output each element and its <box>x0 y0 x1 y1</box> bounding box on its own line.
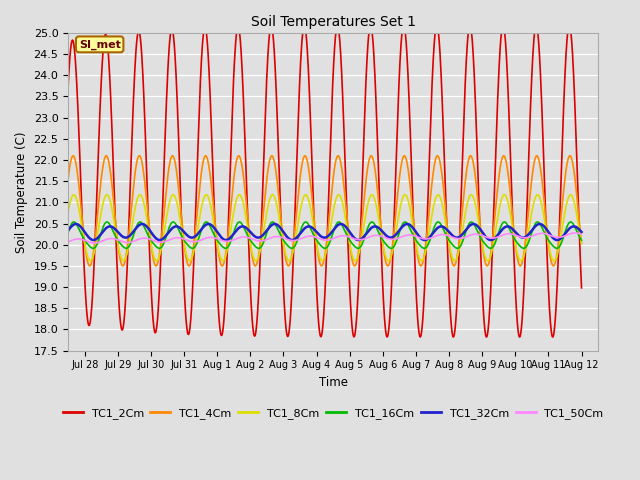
TC1_50Cm <box>303 234 310 240</box>
TC1_4Cm <box>268 153 276 159</box>
TC1_4Cm <box>293 204 301 210</box>
TC1_50Cm <box>58 240 65 246</box>
TC1_8Cm <box>442 221 450 227</box>
Text: SI_met: SI_met <box>79 39 120 49</box>
TC1_32Cm <box>222 237 230 243</box>
TC1_2Cm <box>578 285 586 291</box>
TC1_50Cm <box>519 235 527 240</box>
Title: Soil Temperatures Set 1: Soil Temperatures Set 1 <box>251 15 415 29</box>
TC1_32Cm <box>303 224 310 230</box>
Line: TC1_32Cm: TC1_32Cm <box>52 224 582 240</box>
Legend: TC1_2Cm, TC1_4Cm, TC1_8Cm, TC1_16Cm, TC1_32Cm, TC1_50Cm: TC1_2Cm, TC1_4Cm, TC1_8Cm, TC1_16Cm, TC1… <box>58 404 608 424</box>
Line: TC1_4Cm: TC1_4Cm <box>52 156 582 266</box>
TC1_4Cm <box>572 179 579 185</box>
TC1_16Cm <box>520 245 527 251</box>
TC1_4Cm <box>252 263 259 269</box>
TC1_50Cm <box>131 238 139 244</box>
TC1_50Cm <box>442 232 449 238</box>
Line: TC1_50Cm: TC1_50Cm <box>52 233 582 243</box>
TC1_2Cm <box>520 293 527 299</box>
TC1_8Cm <box>578 241 586 247</box>
TC1_50Cm <box>572 230 579 236</box>
TC1_32Cm <box>48 229 56 235</box>
TC1_50Cm <box>48 238 56 243</box>
TC1_8Cm <box>202 192 210 198</box>
TC1_50Cm <box>571 230 579 236</box>
TC1_8Cm <box>520 254 527 260</box>
TC1_8Cm <box>219 258 227 264</box>
TC1_16Cm <box>572 225 579 231</box>
TC1_2Cm <box>131 74 138 80</box>
TC1_16Cm <box>48 237 56 243</box>
TC1_2Cm <box>572 114 579 120</box>
TC1_32Cm <box>293 235 301 240</box>
Line: TC1_2Cm: TC1_2Cm <box>52 25 582 337</box>
TC1_8Cm <box>131 209 138 215</box>
Y-axis label: Soil Temperature (C): Soil Temperature (C) <box>15 131 28 252</box>
TC1_4Cm <box>131 175 138 181</box>
TC1_50Cm <box>578 231 586 237</box>
TC1_8Cm <box>303 193 311 199</box>
TC1_16Cm <box>303 220 311 226</box>
TC1_32Cm <box>572 224 579 229</box>
TC1_16Cm <box>578 237 586 243</box>
TC1_2Cm <box>48 271 56 277</box>
TC1_2Cm <box>303 35 310 40</box>
TC1_32Cm <box>131 228 138 233</box>
TC1_4Cm <box>48 240 56 246</box>
TC1_8Cm <box>293 227 301 232</box>
Line: TC1_16Cm: TC1_16Cm <box>52 222 582 248</box>
TC1_2Cm <box>499 23 507 28</box>
TC1_16Cm <box>269 219 276 225</box>
TC1_2Cm <box>442 181 449 187</box>
TC1_2Cm <box>292 168 300 174</box>
TC1_4Cm <box>442 209 450 215</box>
TC1_32Cm <box>578 229 586 235</box>
TC1_32Cm <box>520 235 527 240</box>
X-axis label: Time: Time <box>319 376 348 389</box>
TC1_4Cm <box>520 253 527 259</box>
TC1_32Cm <box>442 226 450 231</box>
TC1_16Cm <box>255 245 262 251</box>
TC1_4Cm <box>578 240 586 246</box>
TC1_8Cm <box>48 241 56 247</box>
TC1_16Cm <box>131 229 138 235</box>
TC1_32Cm <box>403 221 411 227</box>
TC1_50Cm <box>293 237 301 243</box>
TC1_16Cm <box>293 239 301 244</box>
TC1_4Cm <box>303 157 311 163</box>
TC1_8Cm <box>572 204 579 210</box>
TC1_16Cm <box>442 232 450 238</box>
Line: TC1_8Cm: TC1_8Cm <box>52 195 582 261</box>
TC1_2Cm <box>483 334 490 340</box>
